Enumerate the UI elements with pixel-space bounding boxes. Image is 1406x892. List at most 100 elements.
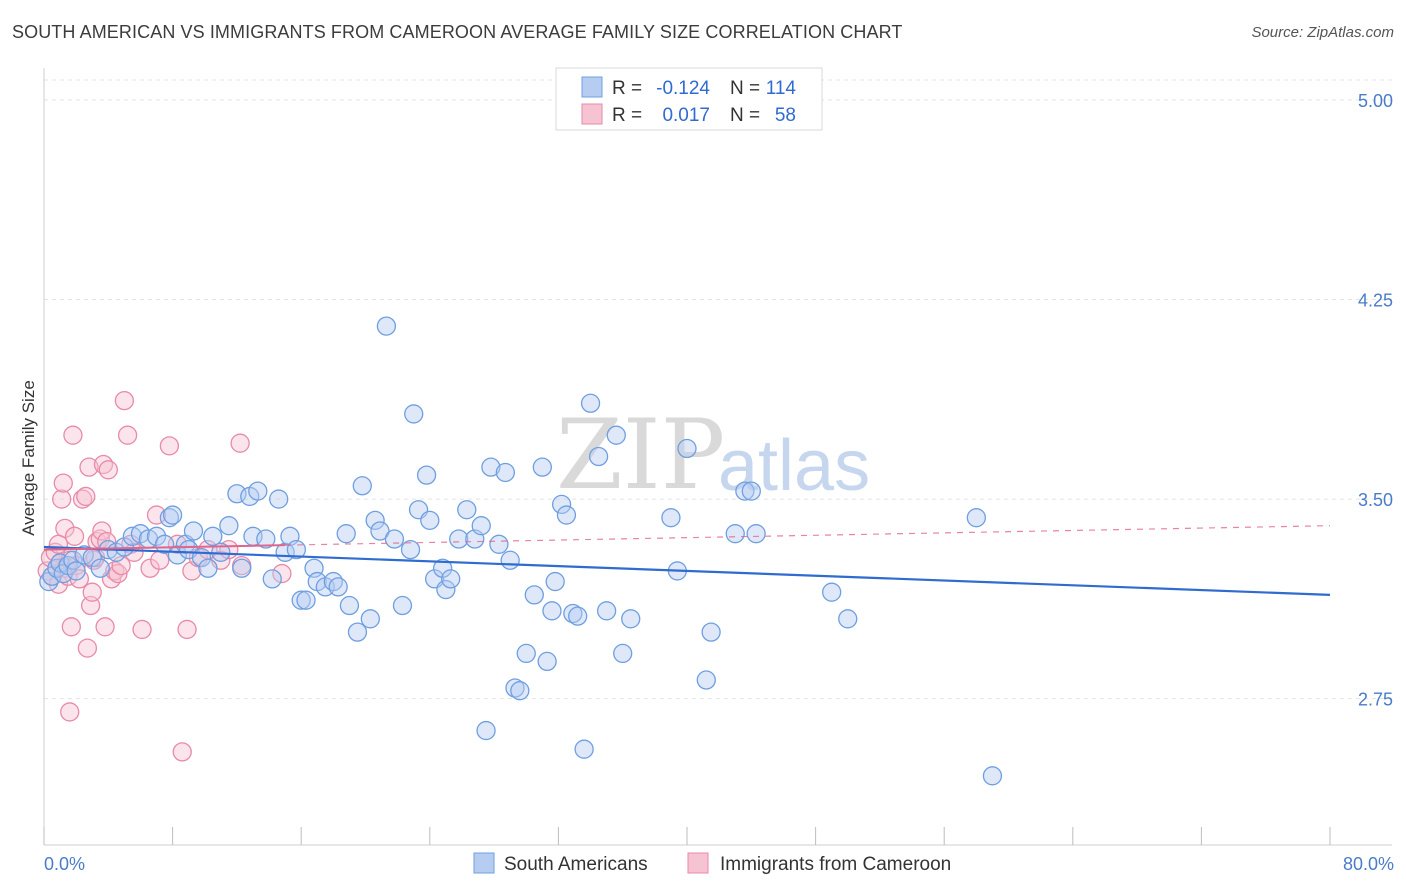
point-south-americans-17 (146, 526, 167, 546)
y-tick-labels: 5.00 4.25 3.50 2.75 (1358, 91, 1393, 710)
point-south-americans-34 (248, 481, 268, 501)
point-south-americans-100 (725, 524, 745, 544)
point-south-americans-97 (677, 438, 697, 459)
point-south-americans-2 (47, 558, 67, 578)
point-cameroon-7 (53, 473, 73, 493)
point-south-americans-68 (457, 500, 477, 520)
point-south-americans-78 (516, 643, 536, 664)
point-south-americans-88 (574, 739, 594, 759)
point-south-americans-75 (500, 550, 520, 570)
trend-line-south-americans (43, 545, 1331, 596)
point-south-americans-24 (183, 521, 204, 541)
point-south-americans-65 (436, 579, 456, 600)
legend-r-label-2: R = (612, 105, 642, 126)
y-tick-label-0: 5.00 (1358, 91, 1393, 111)
point-south-americans-83 (545, 571, 565, 592)
point-south-americans-94 (621, 609, 641, 629)
point-cameroon-12 (61, 617, 81, 637)
point-cameroon-17 (72, 489, 93, 509)
point-south-americans-55 (376, 316, 397, 336)
point-south-americans-98 (696, 670, 716, 690)
point-south-americans-7 (66, 561, 86, 581)
point-south-americans-85 (556, 505, 577, 525)
point-south-americans-19 (159, 508, 180, 528)
point-south-americans-61 (416, 465, 437, 485)
point-cameroon-37 (117, 425, 138, 445)
point-south-americans-59 (404, 404, 424, 424)
chart-title: SOUTH AMERICAN VS IMMIGRANTS FROM CAMERO… (12, 22, 903, 42)
bottom-legend-series-1: South Americans (504, 854, 648, 875)
point-south-americans-54 (370, 521, 390, 541)
point-cameroon-30 (97, 532, 117, 552)
point-south-americans-81 (537, 651, 557, 672)
trend-line-cameroon-solid (43, 544, 286, 551)
point-cameroon-36 (114, 390, 135, 411)
point-south-americans-77 (510, 681, 530, 701)
point-south-americans-80 (532, 457, 552, 477)
legend-n-value-1: 114 (766, 78, 797, 99)
y-tick-label-2: 3.50 (1358, 490, 1393, 510)
point-south-americans-49 (339, 595, 360, 616)
point-south-americans-71 (476, 720, 496, 741)
point-south-americans-66 (441, 569, 461, 589)
point-south-americans-20 (162, 505, 183, 525)
data-points (37, 316, 1003, 786)
point-south-americans-87 (568, 606, 588, 626)
legend-r-value-1: -0.124 (656, 78, 710, 99)
point-south-americans-92 (606, 425, 626, 445)
legend-n-label-2: N = (730, 105, 760, 126)
watermark-atlas: atlas (718, 426, 870, 506)
point-cameroon-6 (52, 489, 72, 509)
point-south-americans-102 (741, 481, 761, 501)
source-label: Source: ZipAtlas.com (1251, 24, 1394, 41)
point-cameroon-18 (76, 486, 96, 507)
point-south-americans-52 (360, 609, 380, 629)
bottom-legend-swatch-blue (473, 852, 495, 874)
point-cameroon-20 (79, 457, 99, 477)
point-cameroon-44 (159, 436, 180, 456)
point-cameroon-13 (63, 425, 83, 445)
point-cameroon-19 (77, 638, 98, 658)
point-south-americans-58 (400, 539, 421, 560)
x-tick-labels: 0.0% 80.0% (44, 854, 1394, 874)
point-south-americans-37 (269, 489, 289, 509)
point-south-americans-48 (336, 524, 356, 544)
point-south-americans-103 (746, 524, 766, 544)
point-south-americans-6 (63, 550, 83, 570)
trend-lines (43, 525, 1331, 596)
point-south-americans-89 (580, 393, 601, 413)
point-south-americans-93 (613, 643, 633, 664)
point-south-americans-99 (701, 622, 721, 642)
point-south-americans-72 (481, 457, 501, 477)
watermark: ZIP atlas (556, 399, 870, 511)
axes (43, 68, 1392, 846)
point-cameroon-57 (48, 534, 69, 554)
point-cameroon-29 (95, 617, 115, 637)
point-south-americans-105 (838, 609, 858, 629)
point-cameroon-27 (92, 521, 112, 541)
point-south-americans-106 (966, 508, 986, 528)
point-cameroon-31 (98, 460, 118, 480)
legend-r-value-2: 0.017 (662, 105, 710, 126)
point-south-americans-67 (449, 529, 469, 549)
legend-n-label-1: N = (730, 78, 760, 99)
point-cameroon-43 (150, 550, 170, 570)
point-south-americans-29 (219, 516, 239, 536)
x-tick-min: 0.0% (44, 854, 85, 874)
point-south-americans-57 (392, 595, 413, 616)
point-south-americans-101 (735, 481, 755, 501)
point-cameroon-46 (172, 742, 192, 762)
point-south-americans-70 (471, 516, 491, 536)
point-south-americans-18 (154, 534, 175, 554)
trend-line-cameroon-dashed (285, 525, 1331, 546)
y-axis-label: Average Family Size (19, 380, 38, 536)
bottom-legend-series-2: Immigrants from Cameroon (720, 854, 951, 875)
point-south-americans-50 (347, 622, 368, 642)
point-south-americans-27 (203, 526, 223, 546)
point-south-americans-64 (433, 558, 453, 578)
x-tick-max: 80.0% (1343, 854, 1394, 874)
point-south-americans-53 (365, 510, 385, 531)
point-south-americans-62 (420, 510, 440, 531)
point-cameroon-56 (60, 702, 80, 722)
